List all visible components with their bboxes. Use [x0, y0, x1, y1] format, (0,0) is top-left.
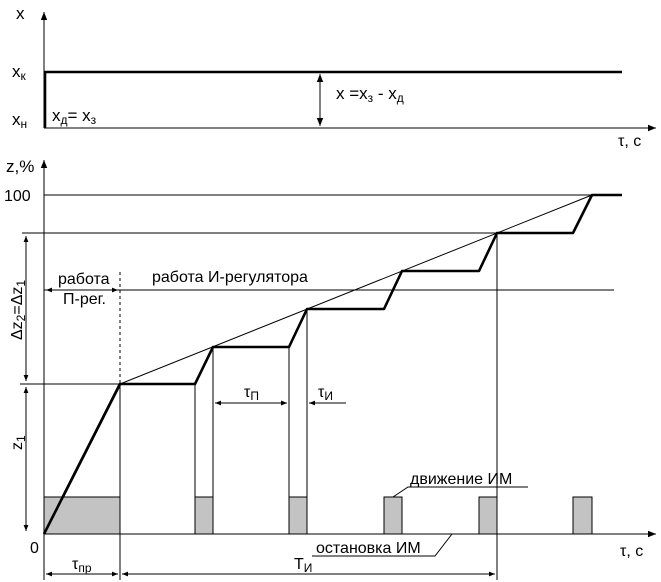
bottom-y-axis-label: z,% — [6, 157, 34, 176]
origin-label: 0 — [30, 540, 39, 557]
error-equation: x =xз - xд — [336, 84, 404, 105]
actuator-position-curve — [42, 193, 622, 535]
motion-pulse — [288, 496, 308, 535]
bottom-x-axis-label: τ, с — [620, 543, 643, 560]
tau-pr-label: τпр — [72, 556, 92, 575]
dz-label: Δz2=Δz1 — [9, 280, 28, 340]
T-i-label: TИ — [294, 556, 312, 575]
stop-label: остановка ИМ — [316, 540, 421, 557]
integral-ramp-line — [119, 194, 593, 385]
stop-label-leader — [312, 533, 453, 557]
top-plot: x τ, с xк xн xд= xз x =xз - xд — [12, 4, 656, 150]
motion-pulse — [194, 496, 214, 535]
p-region-label-1: работа — [58, 271, 110, 288]
z1-label: z1 — [9, 435, 28, 450]
motion-pulse — [478, 496, 498, 535]
tau-p-label: τП — [244, 384, 259, 403]
level-high-label: xк — [12, 62, 27, 83]
motion-pulse — [43, 496, 121, 535]
tau-i-label: τИ — [318, 384, 333, 403]
ramp-overlay — [42, 383, 122, 535]
setpoint-equation: xд= xз — [52, 106, 97, 127]
top-y-axis-label: x — [16, 4, 25, 23]
bottom-plot: z,% τ, с 0 100 Δz2=Δz1 z1 работа П-рег. … — [4, 157, 656, 580]
y-max-label: 100 — [4, 188, 31, 205]
level-low-label: xн — [12, 110, 27, 131]
motion-label: движение ИМ — [410, 471, 512, 488]
motion-label-leader — [392, 486, 528, 498]
setpoint-step-line — [43, 70, 622, 128]
motion-pulse — [383, 496, 403, 535]
motion-pulse — [572, 496, 593, 535]
motion-pulses — [43, 496, 593, 535]
p-region-label-2: П-рег. — [63, 291, 106, 308]
top-x-axis-label: τ, с — [618, 133, 641, 150]
i-region-label: работа И-регулятора — [152, 269, 308, 286]
